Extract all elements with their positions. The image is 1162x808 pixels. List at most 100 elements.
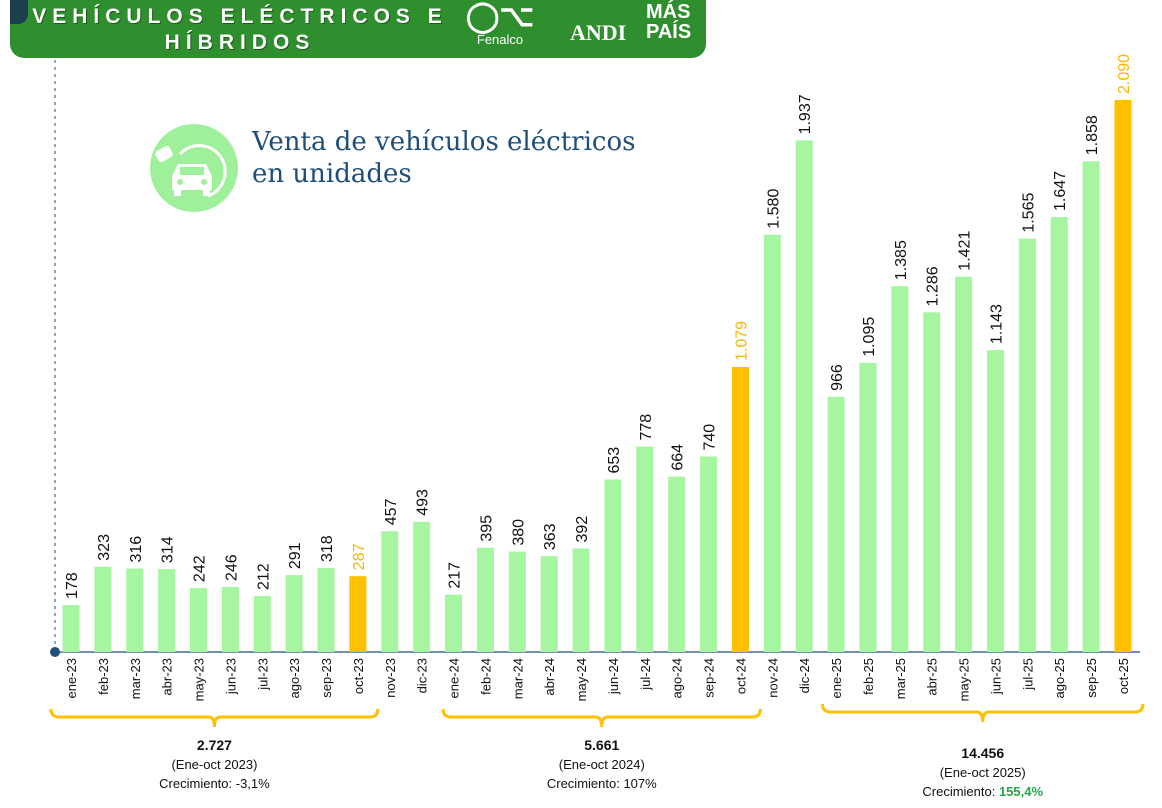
bar-jul-23 xyxy=(253,596,271,652)
value-label-dic-24: 1.937 xyxy=(797,94,814,134)
tick-label-abr-24: abr-24 xyxy=(542,658,557,696)
bar-jun-25 xyxy=(986,350,1004,652)
electric-car-icon xyxy=(150,124,238,212)
bar-may-25 xyxy=(955,276,973,652)
value-label-mar-24: 380 xyxy=(510,519,527,546)
tick-label-ene-23: ene-23 xyxy=(64,658,79,698)
growth-value: -3,1% xyxy=(235,776,270,791)
tick-label-mar-23: mar-23 xyxy=(128,658,143,699)
value-label-may-23: 242 xyxy=(192,555,209,582)
growth-label: Crecimiento: xyxy=(546,776,624,791)
bar-nov-24 xyxy=(763,234,781,653)
value-label-feb-23: 323 xyxy=(96,534,113,561)
bar-sep-24 xyxy=(700,456,718,652)
value-label-jul-23: 212 xyxy=(255,563,272,590)
tick-label-jun-24: jun-24 xyxy=(606,658,621,695)
tick-label-ago-25: ago-25 xyxy=(1052,658,1067,698)
bar-abr-23 xyxy=(158,569,176,652)
tick-label-jul-24: jul-24 xyxy=(638,658,653,691)
value-label-oct-25: 2.090 xyxy=(1116,54,1133,94)
bar-sep-23 xyxy=(317,568,335,652)
value-label-feb-24: 395 xyxy=(478,515,495,542)
tick-label-jun-25: jun-25 xyxy=(988,658,1003,695)
bar-may-23 xyxy=(190,588,208,652)
group-period: (Ene-oct 2023) xyxy=(171,757,258,772)
group-total: 5.661 xyxy=(584,737,620,753)
growth-value: 107% xyxy=(623,776,657,791)
group-period: (Ene-oct 2025) xyxy=(939,765,1026,780)
value-label-may-25: 1.421 xyxy=(957,231,974,271)
value-label-feb-25: 1.095 xyxy=(861,317,878,357)
tick-label-dic-24: dic-24 xyxy=(797,658,812,693)
value-label-ago-24: 664 xyxy=(670,444,687,471)
value-label-ago-25: 1.647 xyxy=(1052,171,1069,211)
bar-ago-25 xyxy=(1050,217,1068,652)
header-accent xyxy=(10,0,28,24)
tick-label-may-23: may-23 xyxy=(192,658,207,701)
tick-label-oct-24: oct-24 xyxy=(733,658,748,694)
bar-feb-23 xyxy=(94,566,112,652)
value-label-sep-23: 318 xyxy=(319,535,336,562)
bar-abr-25 xyxy=(923,312,941,652)
tick-label-ene-24: ene-24 xyxy=(447,658,462,698)
bar-ene-25 xyxy=(827,396,845,652)
group-summary-0: 2.727 (Ene-oct 2023) Crecimiento: -3,1% xyxy=(114,736,314,793)
bracket-group-1 xyxy=(441,708,762,728)
bar-ago-23 xyxy=(285,575,303,652)
tick-label-ene-25: ene-25 xyxy=(829,658,844,698)
growth-value: 155,4% xyxy=(998,784,1044,799)
value-label-jul-24: 778 xyxy=(638,414,655,441)
bar-mar-25 xyxy=(891,286,909,652)
group-summary-1: 5.661 (Ene-oct 2024) Crecimiento: 107% xyxy=(502,736,702,793)
value-label-jul-25: 1.565 xyxy=(1020,193,1037,233)
bar-mar-24 xyxy=(508,551,526,652)
tick-label-ago-23: ago-23 xyxy=(287,658,302,698)
bar-ene-23 xyxy=(62,604,80,652)
value-label-nov-24: 1.580 xyxy=(765,189,782,229)
bracket-group-0 xyxy=(49,708,380,728)
tick-label-oct-23: oct-23 xyxy=(351,658,366,694)
tick-label-sep-23: sep-23 xyxy=(319,658,334,698)
value-label-mar-25: 1.385 xyxy=(893,240,910,280)
tick-label-nov-23: nov-23 xyxy=(383,658,398,698)
fenalco-logo: ◯⌥ Fenalco xyxy=(465,0,535,48)
value-label-jun-23: 246 xyxy=(223,554,240,581)
bar-oct-23 xyxy=(349,576,367,652)
growth-label: Crecimiento: xyxy=(159,776,236,791)
tick-label-jul-23: jul-23 xyxy=(255,658,270,691)
chart-title: Venta de vehículos eléctricos en unidade… xyxy=(252,127,636,189)
value-label-abr-24: 363 xyxy=(542,523,559,550)
andi-logo: ANDI xyxy=(570,20,627,45)
tick-label-jul-25: jul-25 xyxy=(1020,658,1035,691)
tick-label-mar-25: mar-25 xyxy=(893,658,908,699)
tick-label-may-25: may-25 xyxy=(957,658,972,701)
bar-sep-25 xyxy=(1082,161,1100,652)
tick-label-mar-24: mar-24 xyxy=(510,658,525,699)
mas-pais-logo: MÁS PAÍS xyxy=(646,1,692,43)
tick-label-may-24: may-24 xyxy=(574,658,589,701)
bar-nov-23 xyxy=(381,531,399,652)
bar-feb-24 xyxy=(476,547,494,652)
tick-label-feb-24: feb-24 xyxy=(478,658,493,695)
bar-jun-24 xyxy=(604,479,622,652)
bar-feb-25 xyxy=(859,362,877,652)
value-label-sep-25: 1.858 xyxy=(1084,115,1101,155)
tick-label-sep-24: sep-24 xyxy=(702,658,717,698)
bar-jul-24 xyxy=(636,446,654,652)
value-label-ene-23: 178 xyxy=(64,572,81,599)
header-banner: VEHÍCULOS ELÉCTRICOS E HÍBRIDOS ◯⌥ Fenal… xyxy=(10,0,706,58)
tick-label-jun-23: jun-23 xyxy=(223,658,238,695)
value-label-ene-25: 966 xyxy=(829,364,846,391)
bar-dic-23 xyxy=(413,521,431,652)
tick-label-dic-23: dic-23 xyxy=(415,658,430,693)
value-label-mar-23: 316 xyxy=(128,536,145,563)
value-label-jun-24: 653 xyxy=(606,447,623,474)
bar-mar-23 xyxy=(126,568,144,652)
tick-label-oct-25: oct-25 xyxy=(1116,658,1131,694)
bar-may-24 xyxy=(572,548,590,652)
group-summary-2: 14.456 (Ene-oct 2025) Crecimiento: 155,4% xyxy=(883,744,1083,801)
bar-jun-23 xyxy=(221,587,239,652)
group-period: (Ene-oct 2024) xyxy=(558,757,645,772)
value-label-may-24: 392 xyxy=(574,516,591,543)
